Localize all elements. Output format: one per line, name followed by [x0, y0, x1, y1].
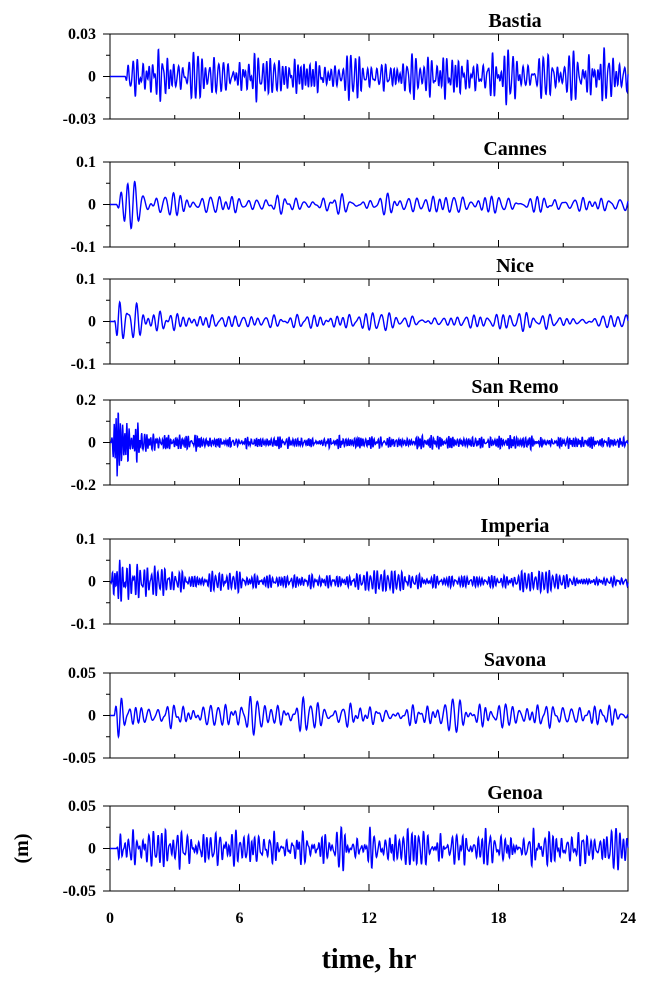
y-tick-label-cannes: 0.1: [76, 154, 96, 171]
x-axis-title: time, hr: [322, 944, 417, 975]
y-tick-label-bastia: 0: [88, 69, 96, 86]
x-tick-label: 0: [106, 910, 114, 927]
x-tick-label: 24: [620, 910, 636, 927]
x-tick-label: 6: [236, 910, 244, 927]
y-tick-label-nice: 0: [88, 314, 96, 331]
x-tick-label: 12: [361, 910, 377, 927]
y-tick-label-nice: 0.1: [76, 271, 96, 288]
series-line-cannes: [110, 180, 629, 230]
station-label-genoa: Genoa: [487, 782, 543, 804]
y-tick-label-bastia: -0.03: [63, 111, 96, 128]
y-tick-label-cannes: 0: [88, 197, 96, 214]
y-tick-label-genoa: -0.05: [63, 883, 96, 900]
y-tick-label-savona: 0.05: [68, 665, 96, 682]
y-axis-title: (m): [11, 834, 33, 864]
y-tick-label-san-remo: 0.2: [76, 392, 96, 409]
station-label-bastia: Bastia: [488, 10, 541, 32]
y-tick-label-imperia: 0: [88, 574, 96, 591]
series-line-san-remo: [110, 412, 629, 477]
y-tick-label-san-remo: -0.2: [71, 477, 96, 494]
station-label-imperia: Imperia: [481, 515, 550, 537]
series-line-bastia: [110, 47, 629, 106]
y-tick-label-genoa: 0: [88, 841, 96, 858]
y-tick-label-imperia: 0.1: [76, 531, 96, 548]
y-tick-label-nice: -0.1: [71, 356, 96, 373]
y-tick-label-cannes: -0.1: [71, 239, 96, 256]
y-tick-label-savona: -0.05: [63, 750, 96, 767]
series-line-savona: [110, 695, 629, 740]
station-label-san-remo: San Remo: [471, 376, 558, 398]
station-label-nice: Nice: [496, 255, 534, 277]
station-label-savona: Savona: [484, 649, 546, 671]
series-line-imperia: [110, 559, 629, 602]
series-line-nice: [110, 300, 629, 340]
y-tick-label-savona: 0: [88, 708, 96, 725]
y-tick-label-bastia: 0.03: [68, 26, 96, 43]
y-tick-label-genoa: 0.05: [68, 798, 96, 815]
station-label-cannes: Cannes: [483, 138, 547, 160]
y-tick-label-imperia: -0.1: [71, 616, 96, 633]
y-tick-label-san-remo: 0: [88, 435, 96, 452]
series-line-genoa: [110, 825, 629, 872]
x-tick-label: 18: [491, 910, 507, 927]
